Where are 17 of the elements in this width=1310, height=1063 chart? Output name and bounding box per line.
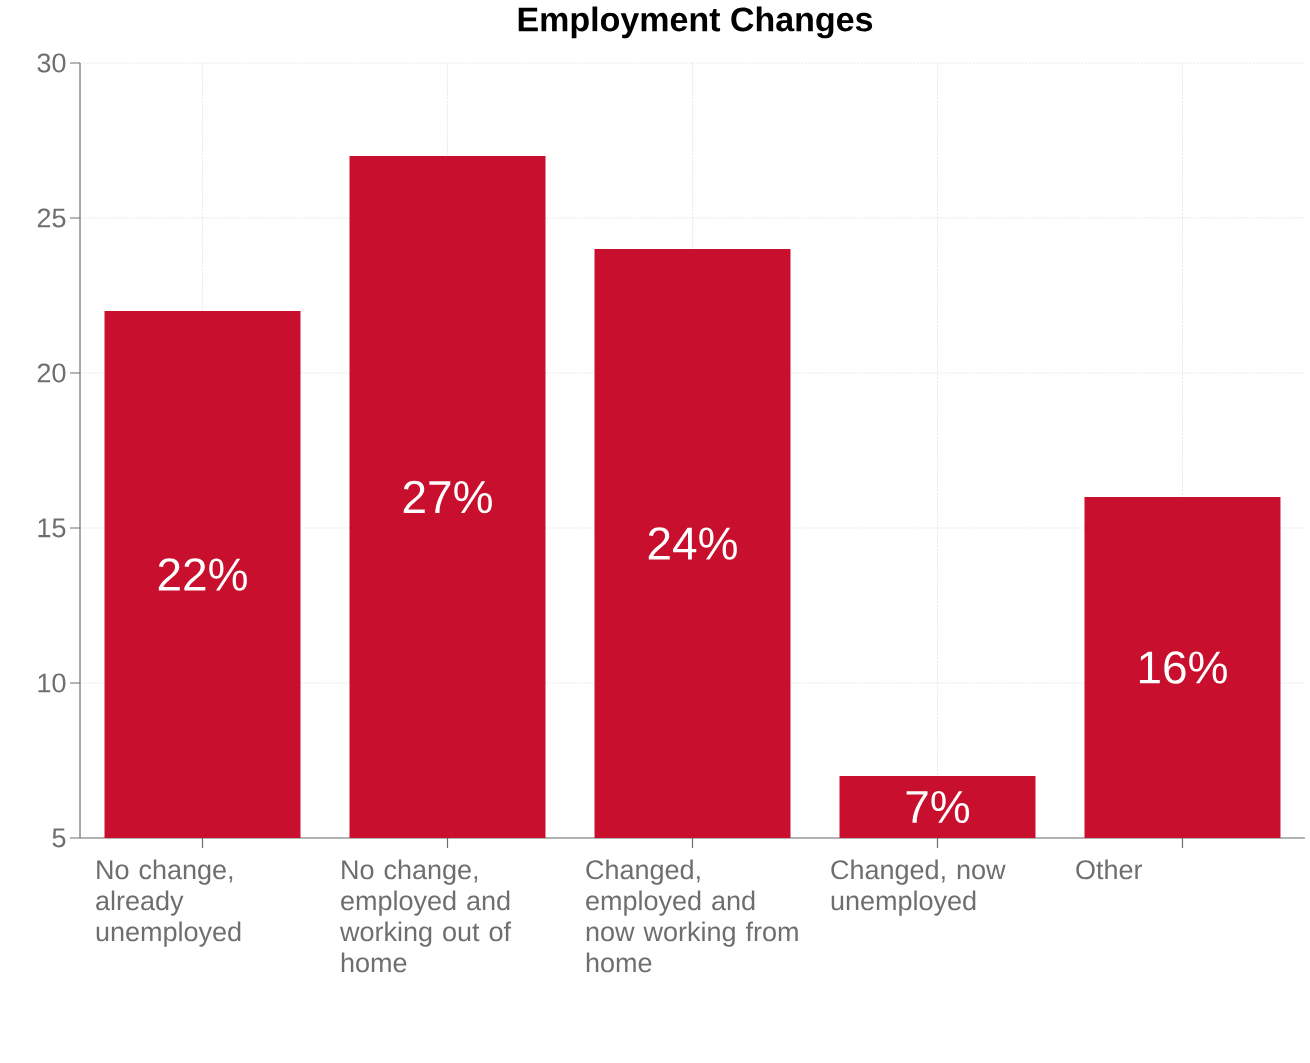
chart-title: Employment Changes bbox=[518, 6, 873, 39]
y-tick-label: 25 bbox=[37, 208, 66, 228]
y-tick-label: 20 bbox=[37, 363, 66, 383]
y-tick-label: 15 bbox=[38, 518, 66, 538]
data-label: 24% bbox=[648, 527, 737, 560]
data-label: 22% bbox=[158, 558, 247, 591]
y-tick-label: 30 bbox=[37, 53, 66, 73]
data-label: 27% bbox=[403, 480, 492, 514]
data-label: 7% bbox=[906, 790, 970, 824]
x-tick-label: No change, employed and working out of home bbox=[339, 859, 512, 973]
y-tick-label: 10 bbox=[38, 673, 66, 693]
data-label: 16% bbox=[1139, 651, 1227, 684]
y-tick-label: 5 bbox=[52, 828, 66, 848]
x-tick-label: Other bbox=[1076, 859, 1143, 880]
x-tick-label: No change, already unemployed bbox=[96, 859, 241, 947]
x-tick-label: Changed, now unemployed bbox=[831, 859, 1006, 916]
x-tick-label: Changed, employed and now working from home bbox=[586, 859, 798, 973]
